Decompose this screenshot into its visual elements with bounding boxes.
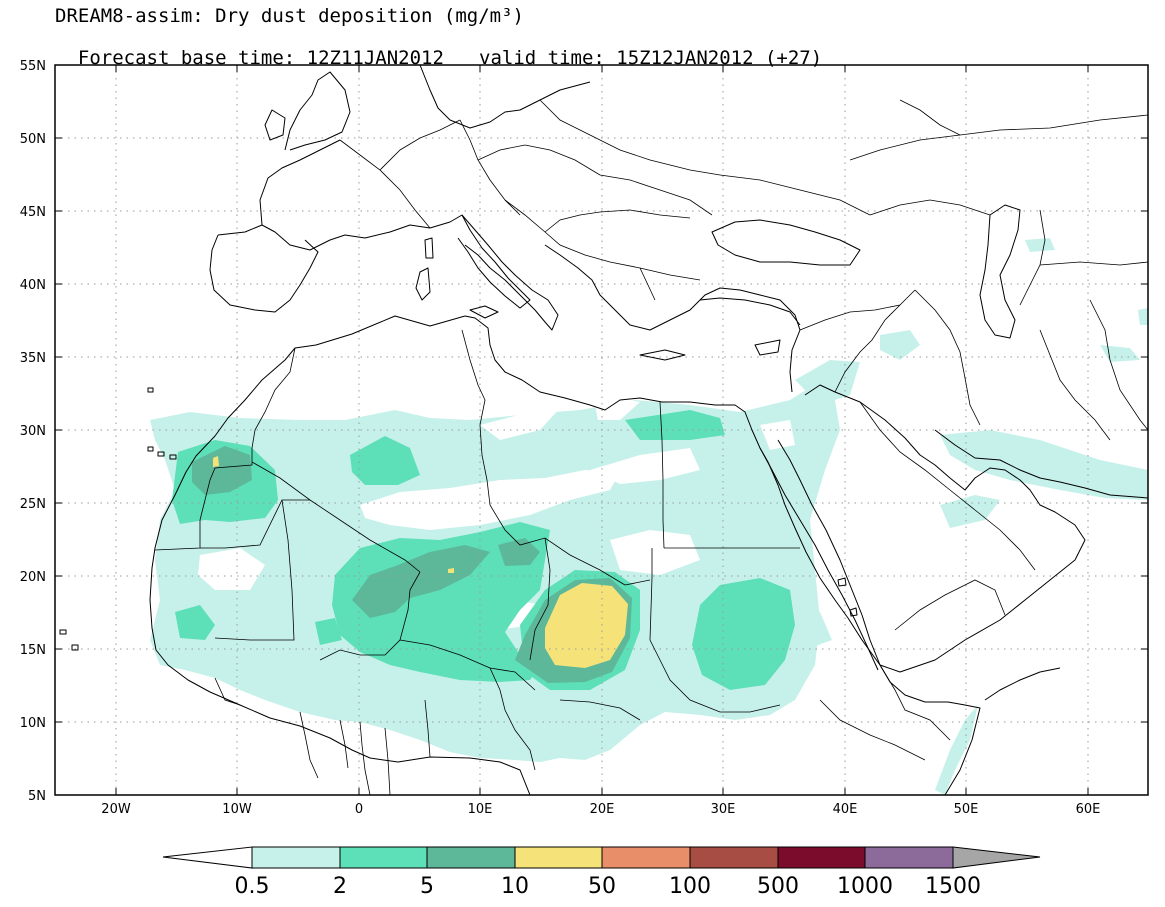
lon-label: 20E [590,802,615,817]
colorbar-cell [864,846,954,869]
lat-label: 10N [20,716,46,731]
colorbar-label: 1000 [837,874,893,899]
colorbar-high-arrow [952,846,1041,869]
colorbar-cell [689,846,779,869]
lon-label: 10E [468,802,493,817]
valid-time-label: valid time: 15Z12JAN2012 (+27) [479,47,823,69]
deposition-level-4 [213,456,628,668]
colorbar-label: 5 [420,874,434,899]
lon-label: 10W [222,802,252,817]
lon-labels: 20W 10W 0 10E 20E 30E 40E 50E 60E [101,802,1100,817]
colorbar-label: 500 [757,874,799,899]
colorbar: 0.5 2 5 10 50 100 500 1000 1500 [162,846,1041,899]
lat-label: 20N [20,570,46,585]
axis-ticks [55,64,1148,796]
lat-label: 25N [20,497,46,512]
coastlines [59,65,1148,795]
colorbar-cell [601,846,691,869]
lat-labels: 55N 50N 45N 40N 35N 30N 25N 20N 15N 10N … [20,59,46,804]
lat-label: 40N [20,278,46,293]
lat-label: 55N [20,59,46,74]
lat-label: 15N [20,643,46,658]
colorbar-low-arrow [162,846,253,869]
lat-label: 45N [20,205,46,220]
colorbar-label: 0.5 [235,874,270,899]
colorbar-cell [426,846,516,869]
colorbar-label: 10 [501,874,529,899]
lon-label: 20W [101,802,131,817]
lat-label: 5N [28,789,46,804]
colorbar-label: 2 [333,874,347,899]
colorbar-cell [251,846,341,869]
base-time-label: Forecast base time: 12Z11JAN2012 [77,47,444,69]
lat-label: 30N [20,424,46,439]
map-subtitle: Forecast base time: 12Z11JAN2012 valid ti… [55,28,822,69]
lon-label: 60E [1076,802,1101,817]
colorbar-cell [339,846,428,869]
lat-label: 35N [20,351,46,366]
deposition-level-1 [150,238,1148,795]
map-title: DREAM8-assim: Dry dust deposition (mg/m³… [55,5,524,27]
lon-label: 0 [355,802,363,817]
colorbar-label: 1500 [925,874,981,899]
map-body [55,65,1148,795]
lat-lon-grid [55,65,1148,795]
lon-label: 40E [833,802,858,817]
colorbar-label: 50 [588,874,616,899]
colorbar-cell [514,846,603,869]
country-borders [154,99,1148,795]
lat-label: 50N [20,132,46,147]
colorbar-cell [777,846,866,869]
lon-label: 50E [954,802,979,817]
colorbar-label: 100 [669,874,711,899]
lon-label: 30E [711,802,736,817]
